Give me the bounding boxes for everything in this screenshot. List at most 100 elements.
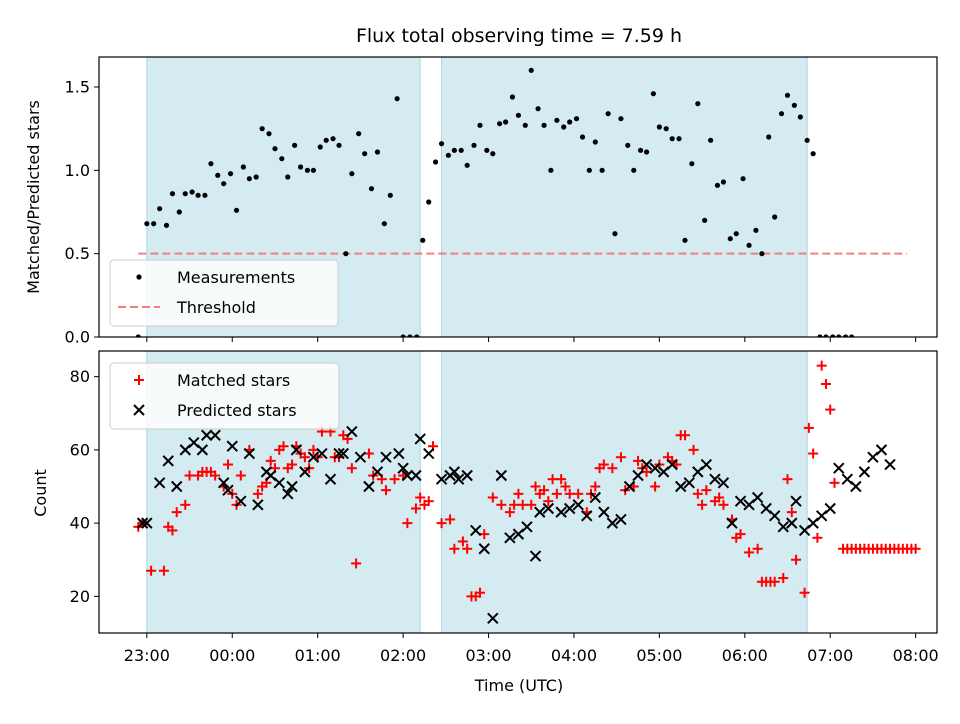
- predicted-point-b: [751, 491, 764, 504]
- measurement-point: [445, 152, 451, 158]
- measurement-point: [766, 134, 772, 140]
- predicted-point-b: [632, 469, 644, 482]
- measurement-point: [246, 176, 252, 182]
- predicted-point-b: [768, 510, 781, 522]
- measurement-point: [169, 191, 176, 197]
- measurement-point: [195, 192, 201, 198]
- measurement-point: [135, 334, 141, 337]
- measurement-point: [272, 146, 278, 152]
- predicted-point-b: [363, 480, 375, 493]
- measurement-point: [343, 251, 349, 257]
- measurement-point: [394, 96, 400, 102]
- measurement-point: [266, 131, 272, 137]
- x-tick-label: 02:00: [380, 646, 426, 665]
- y-tick-label: 0.0: [65, 328, 90, 347]
- matched-point: [184, 470, 195, 481]
- measurement-point: [477, 122, 483, 128]
- predicted-point-b: [448, 466, 461, 478]
- predicted-point-b: [209, 429, 221, 441]
- measurement-point: [157, 206, 163, 212]
- predicted-point: [333, 447, 345, 460]
- legend-matched-label: Matched stars: [177, 371, 290, 390]
- predicted-point: [495, 469, 508, 482]
- matched-point: [752, 543, 763, 554]
- predicted-point: [734, 495, 747, 507]
- measurement-point: [202, 192, 208, 198]
- predicted-point-b: [371, 466, 384, 478]
- matched-point: [607, 463, 618, 474]
- measurement-point: [176, 209, 182, 215]
- predicted-point-b: [435, 473, 448, 485]
- y-tick-label: 20: [70, 587, 90, 606]
- matched-point: [769, 576, 780, 587]
- predicted-point-b: [452, 473, 465, 485]
- predicted-point: [529, 550, 542, 562]
- predicted-point-b: [598, 506, 610, 518]
- matched-point: [778, 573, 789, 584]
- predicted-point-b: [196, 444, 209, 456]
- measurement-point: [438, 141, 445, 147]
- matched-point: [680, 430, 691, 441]
- x-tick-label: 00:00: [209, 646, 255, 665]
- predicted-point: [555, 506, 567, 518]
- matched-point: [423, 496, 434, 507]
- predicted-point-b: [226, 440, 238, 452]
- matched-point: [820, 378, 831, 389]
- measurement-point: [579, 134, 586, 140]
- measurement-point: [612, 231, 618, 237]
- predicted-point-b: [581, 510, 593, 522]
- matched-point: [479, 529, 490, 540]
- predicted-point: [423, 447, 435, 460]
- matched-point: [222, 459, 233, 470]
- predicted-point: [171, 480, 183, 493]
- predicted-point: [487, 612, 499, 625]
- predicted-point-b: [141, 517, 153, 529]
- legend: Measurements Threshold: [109, 259, 339, 327]
- predicted-point: [141, 517, 153, 529]
- y-tick-label: 40: [70, 514, 90, 533]
- matched-point: [504, 507, 515, 518]
- measurement-point: [567, 119, 573, 125]
- predicted-point: [222, 484, 234, 496]
- predicted-point-b: [299, 466, 311, 478]
- matched-point: [791, 554, 802, 565]
- predicted-point: [833, 462, 845, 474]
- matched-point: [487, 492, 498, 503]
- legend-predicted-label: Predicted stars: [177, 401, 297, 420]
- measurement-point: [240, 164, 246, 170]
- predicted-point: [136, 517, 149, 529]
- measurement-point: [285, 174, 291, 180]
- x-tick-label: 23:00: [124, 646, 170, 665]
- legend-box: [109, 259, 339, 327]
- measurement-point: [253, 174, 259, 180]
- predicted-point-b: [316, 447, 328, 460]
- predicted-point-b: [333, 447, 345, 460]
- measurement-point: [528, 67, 534, 73]
- predicted-point-b: [307, 451, 320, 463]
- predicted-point: [273, 477, 285, 489]
- predicted-point: [640, 458, 653, 471]
- matched-point: [462, 543, 473, 554]
- predicted-point-b: [563, 502, 576, 515]
- y-axis-label-count: Count: [31, 469, 50, 517]
- predicted-point: [470, 524, 482, 537]
- predicted-point: [252, 499, 264, 511]
- matched-point: [474, 587, 485, 598]
- predicted-point: [606, 517, 619, 529]
- matched-point: [167, 525, 178, 536]
- matched-point: [252, 488, 263, 499]
- plot-area: [133, 360, 921, 625]
- measurement-point: [400, 334, 406, 337]
- matched-point: [445, 514, 456, 525]
- predicted-point-b: [243, 447, 256, 460]
- predicted-point: [790, 495, 802, 507]
- legend-predicted-marker: [133, 404, 145, 416]
- predicted-point-b: [423, 447, 435, 460]
- matched-point: [509, 499, 520, 510]
- matched-point: [513, 488, 524, 499]
- matched-point: [825, 404, 836, 415]
- measurement-point: [227, 171, 234, 177]
- measurement-point: [605, 111, 611, 117]
- predicted-point-b: [649, 462, 661, 474]
